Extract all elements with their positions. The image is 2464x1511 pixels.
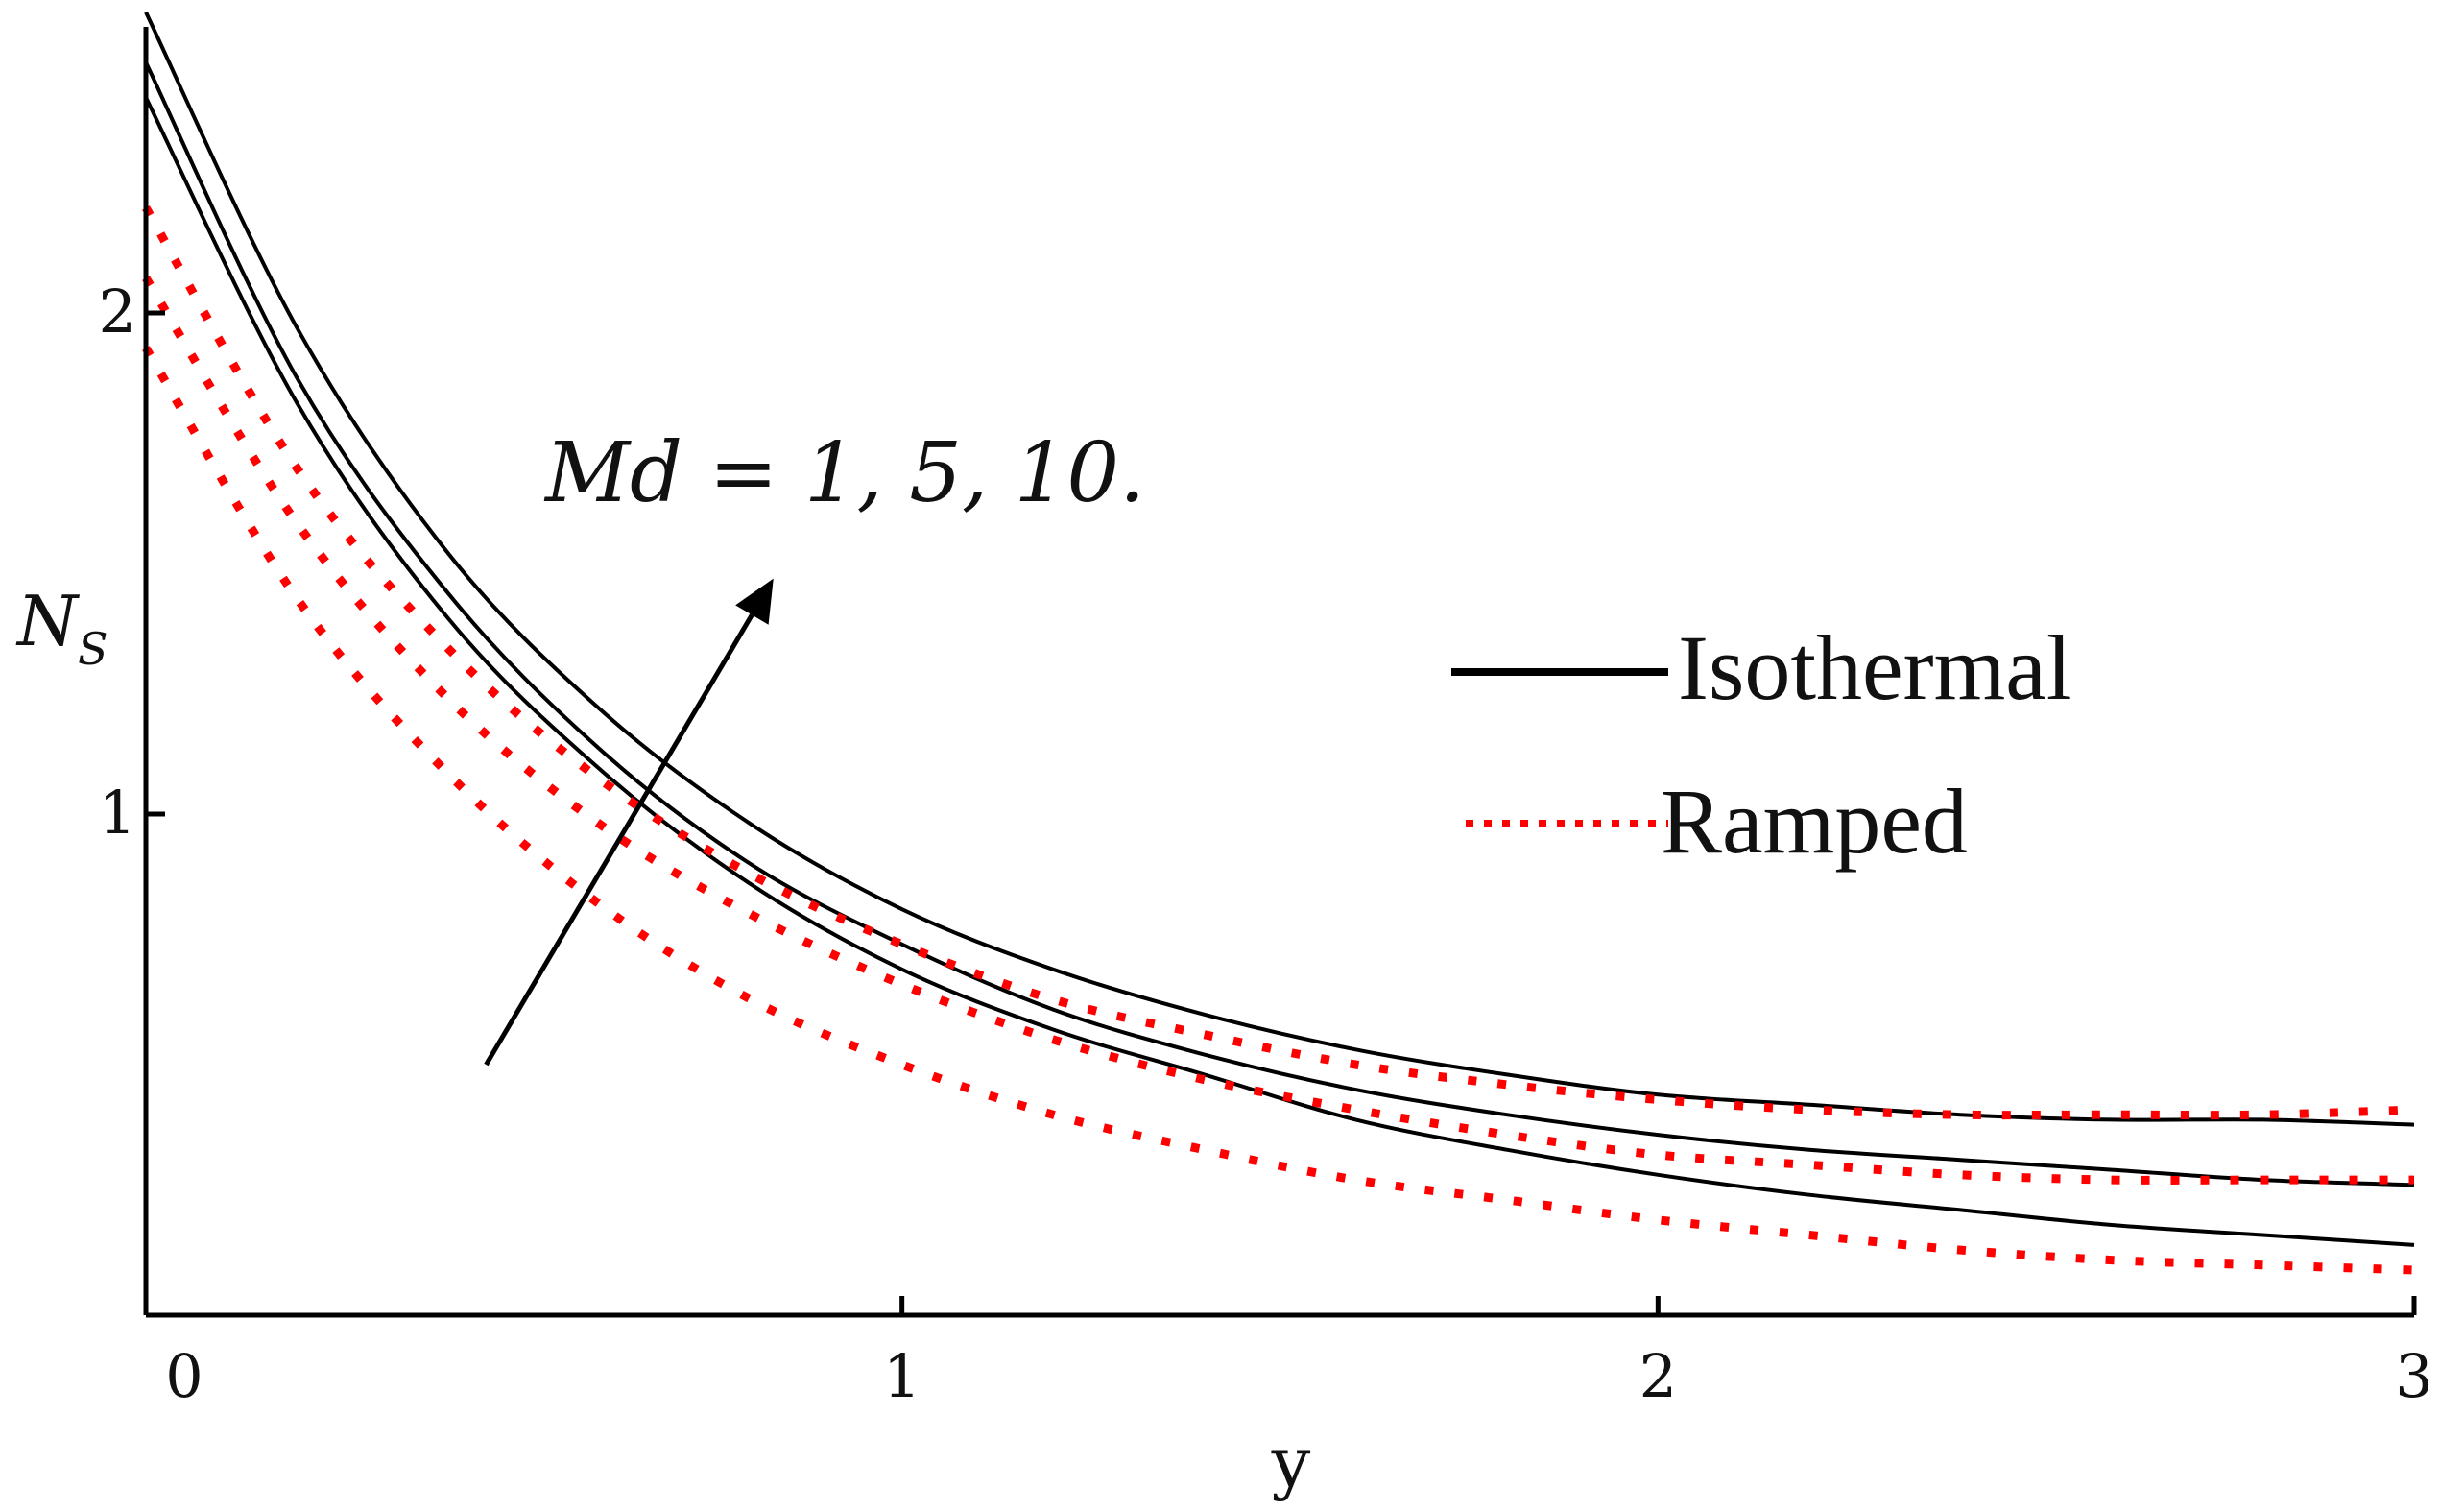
annotation-arrow [484,613,754,1067]
y-axis-label: NS [15,581,108,675]
x-tick-label-3: 3 [2395,1341,2432,1411]
series-line-isothermal-1 [144,61,2415,1187]
series-line-ramped-5 [142,205,2415,1120]
y-tick-label-2: 2 [99,276,136,347]
annotation-arrowhead [735,578,774,625]
legend-label-isothermal: Isothermal [1678,616,2072,719]
x-tick-label-2: 2 [1639,1341,1677,1411]
y-tick-label-1: 1 [99,778,136,848]
y-axis-label-main: N [15,581,81,661]
series-line-isothermal-2 [144,11,2415,1127]
ticks-layer: 0 1 2 3 1 2 [99,276,2433,1411]
series-layer [142,11,2415,1275]
axes-layer [143,27,2414,1318]
series-line-isothermal-0 [144,96,2415,1247]
legend: Isothermal Ramped [1451,616,2072,873]
x-axis-label: y [1271,1422,1311,1502]
annotation: Md = 1, 5, 10. [484,425,1145,1067]
legend-label-ramped: Ramped [1661,770,1968,873]
y-axis-label-subscript: S [78,623,108,675]
series-line-ramped-4 [142,276,2414,1185]
annotation-text: Md = 1, 5, 10. [543,425,1145,521]
x-tick-label-1: 1 [883,1341,921,1411]
x-tick-label-0: 0 [165,1341,203,1411]
series-line-ramped-3 [142,346,2415,1275]
